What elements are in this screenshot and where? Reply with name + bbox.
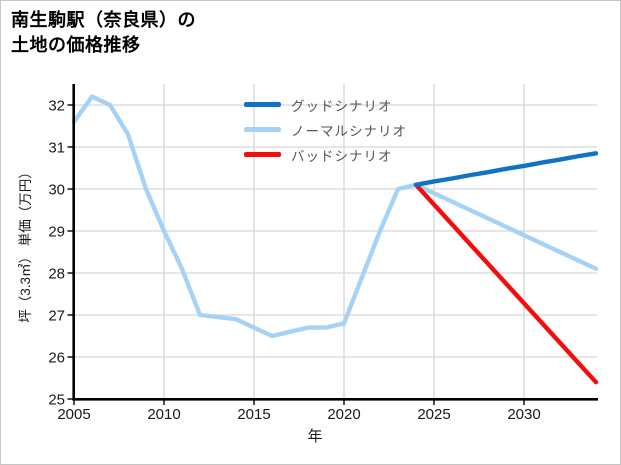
legend-label-bad: バッドシナリオ — [291, 148, 393, 164]
page-title: 南生駒駅（奈良県）の 土地の価格推移 — [11, 8, 196, 58]
tick-label-y-29: 29 — [48, 224, 65, 241]
tick-label-x-2020: 2020 — [327, 406, 360, 423]
series-line-2 — [413, 182, 599, 385]
series-line-1 — [71, 94, 599, 339]
legend: グッドシナリオ ノーマルシナリオ バッドシナリオ — [244, 92, 407, 167]
legend-row-normal: ノーマルシナリオ — [244, 117, 407, 142]
y-axis-label: 坪（3.3㎡） 単価（万円） — [18, 165, 33, 323]
legend-swatch-good-line — [244, 102, 281, 107]
series-line-0 — [413, 151, 599, 188]
legend-label-normal: ノーマルシナリオ — [291, 123, 407, 139]
tick-label-y-32: 32 — [48, 98, 65, 115]
tick-label-x-2010: 2010 — [147, 406, 180, 423]
x-axis-label: 年 — [307, 428, 323, 445]
tick-label-y-31: 31 — [48, 140, 65, 157]
legend-label-good: グッドシナリオ — [291, 98, 393, 114]
tick-label-y-26: 26 — [48, 350, 65, 367]
tick-label-y-27: 27 — [48, 308, 65, 325]
tick-label-y-28: 28 — [48, 266, 65, 283]
legend-row-good: グッドシナリオ — [244, 92, 407, 117]
tick-label-y-25: 25 — [48, 392, 65, 409]
tick-label-x-2005: 2005 — [57, 406, 90, 423]
title-line-1: 南生駒駅（奈良県）の — [11, 10, 196, 30]
tick-label-x-2025: 2025 — [417, 406, 450, 423]
tick-label-x-2030: 2030 — [507, 406, 540, 423]
legend-row-bad: バッドシナリオ — [244, 142, 407, 167]
tick-label-y-30: 30 — [48, 182, 65, 199]
tick-label-x-2015: 2015 — [237, 406, 270, 423]
title-line-2: 土地の価格推移 — [11, 35, 141, 55]
legend-swatch-normal-line — [244, 127, 281, 132]
legend-swatch-bad-line — [244, 152, 281, 157]
